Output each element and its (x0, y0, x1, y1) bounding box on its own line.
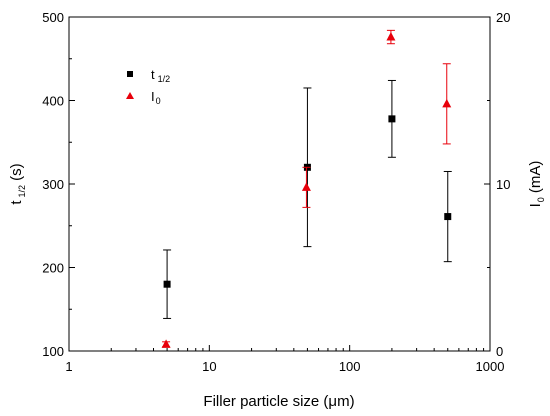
right-y-tick-label: 0 (496, 344, 503, 359)
point-t-half (444, 213, 452, 221)
right-y-axis-title: I0 (mA) (527, 161, 546, 208)
legend-label-t-half: t 1/2 (151, 67, 170, 84)
right-y-tick-label: 10 (496, 177, 510, 192)
legend-marker-t-half (127, 71, 133, 77)
x-tick-label: 100 (339, 359, 361, 374)
left-y-axis-title-unit: (s) (8, 163, 25, 185)
legend-label-i0-sub: 0 (156, 96, 161, 106)
point-t-half (163, 280, 171, 288)
left-y-tick-label: 200 (42, 261, 64, 276)
right-y-tick-label: 20 (496, 10, 510, 25)
right-y-axis-title-unit: (mA) (527, 161, 544, 198)
legend-marker-i0 (126, 92, 134, 99)
point-i0 (161, 339, 171, 348)
point-i0 (301, 182, 311, 191)
right-y-axis-ticks: 0 10 20 (484, 10, 510, 359)
x-axis-ticks: 1 10 100 1000 (65, 345, 504, 374)
left-y-tick-label: 300 (42, 177, 64, 192)
right-y-axis-title-sub: 0 (536, 197, 546, 202)
point-i0 (442, 98, 452, 108)
legend: t 1/2 I0 (126, 67, 170, 106)
legend-label-i0-main: I (151, 89, 155, 104)
left-y-tick-label: 400 (42, 94, 64, 109)
x-tick-label: 1000 (476, 359, 505, 374)
left-y-axis-title: t 1/2 (s) (8, 163, 27, 204)
x-tick-label: 10 (202, 359, 216, 374)
x-axis-title: Filler particle size (μm) (203, 393, 354, 410)
data-marks (161, 29, 452, 348)
plot-frame (68, 16, 491, 352)
left-y-tick-label: 500 (42, 10, 64, 25)
right-y-axis-title-main: I (527, 203, 544, 207)
left-y-axis-ticks: 100 200 300 400 500 (42, 10, 75, 359)
point-i0 (386, 32, 396, 41)
left-y-axis-title-sub: 1/2 (17, 185, 27, 198)
left-y-axis-title-main: t (8, 200, 25, 205)
legend-label-t-half-main: t (151, 67, 155, 82)
legend-label-i0: I0 (151, 89, 161, 106)
x-tick-label: 1 (65, 359, 72, 374)
left-y-tick-label: 100 (42, 344, 64, 359)
legend-label-t-half-sub: 1/2 (158, 74, 171, 84)
point-t-half (388, 115, 396, 123)
